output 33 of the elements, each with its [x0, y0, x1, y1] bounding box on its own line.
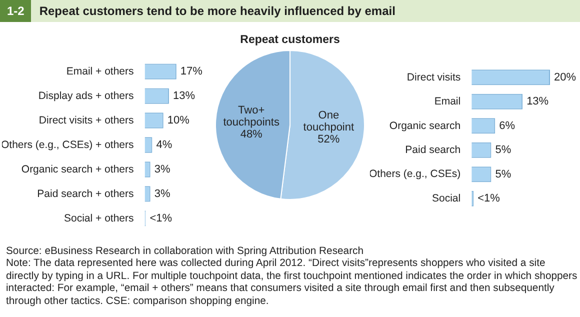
chart-title: Repeat customers [239, 34, 341, 46]
y-tick-label: Email + others [66, 65, 134, 78]
text: Note: The data represented here was collected during April 2012. “Direct visits”represents shoppers who visited a site directly by typing in a URL. For multiple touchpoint data, the first touchpoint mentioned indicates the order in which shoppers interacted: For example, “email + others” means that consumers visited a site through email first and then subsequently through other tactics. CSE: comparison shopping engine. [6, 258, 578, 308]
data-label: 10% [167, 114, 190, 127]
data-label: <1% [150, 212, 172, 224]
y-tick-label: Social + others [64, 212, 134, 224]
text: Repeat customers tend to be more heavily influenced by email [39, 4, 396, 18]
y-tick-label: Organic search [389, 120, 461, 132]
data-label: 17% [180, 66, 203, 78]
y-tick-label: Paid search [405, 144, 461, 156]
slice-label: One touchpoint [303, 109, 354, 134]
data-label: 4% [156, 139, 172, 152]
data-label: <1% [478, 192, 500, 205]
data-label: 3% [154, 188, 170, 200]
data-label: 48% [240, 128, 263, 141]
y-tick-label: Direct visits [406, 71, 461, 84]
data-label: 13% [526, 96, 549, 108]
data-label: 3% [154, 164, 170, 176]
y-tick-label: Organic search + others [21, 163, 134, 176]
data-label: 6% [499, 120, 516, 132]
y-tick-label: Email [434, 96, 461, 108]
data-label: 5% [495, 144, 512, 156]
data-label: 20% [554, 71, 576, 84]
data-label: 13% [172, 90, 196, 102]
y-tick-label: Display ads + others [38, 90, 134, 102]
text: 1-2 [0, 0, 32, 22]
source-note: Source: eBusiness Research in collaboration with Spring Attribution Research [6, 246, 365, 258]
y-tick-label: Social [432, 192, 461, 204]
data-label: 5% [495, 168, 512, 180]
slice-label: Two+ touchpoints [223, 104, 280, 129]
data-label: 52% [318, 133, 340, 146]
y-tick-label: Direct visits + others [38, 114, 134, 126]
y-tick-label: Paid search + others [37, 188, 134, 200]
